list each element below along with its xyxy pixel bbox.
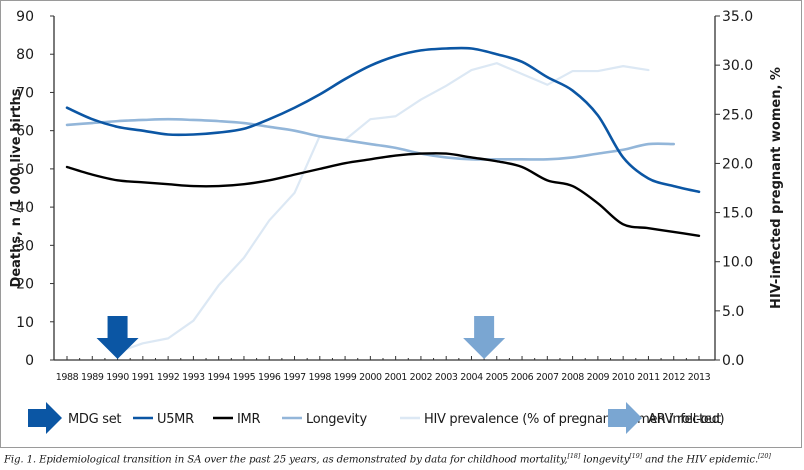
y-tick-label: 60 (16, 124, 34, 140)
y-tick-label: 80 (16, 47, 34, 63)
y-tick-label: 50 (16, 162, 34, 178)
x-tick-label: 1991 (132, 372, 155, 383)
x-tick-label: 1992 (157, 372, 180, 383)
annotation-arrow-arv-roll-out (463, 316, 506, 359)
x-tick-label: 2007 (536, 372, 559, 383)
x-tick-label: 1995 (233, 372, 256, 383)
series-line-longevity (65, 117, 676, 161)
figure-caption: Fig. 1. Epidemiological transition in SA… (4, 452, 771, 466)
legend-label-mdg: MDG set (68, 412, 121, 427)
y-tick-label: 30 (16, 238, 34, 254)
x-tick-label: 2010 (612, 372, 635, 383)
x-tick-label: 1997 (283, 372, 306, 383)
chart: 0 10 20 30 40 50 60 70 80 90 0.0 5.0 10.0 15.0 20.0 25… (9, 9, 784, 434)
series-line-imr (65, 152, 701, 237)
y2-tick-label: 25.0 (722, 107, 753, 123)
x-tick-label: 2012 (662, 372, 685, 383)
y-tick-label: 10 (16, 315, 34, 331)
x-tick-label: 2000 (359, 372, 382, 383)
x-tick-label: 2006 (511, 372, 534, 383)
annotation-arrow-mdg-set (96, 316, 139, 359)
legend-arrow-mdg-icon (28, 402, 62, 434)
x-tick-label: 1988 (56, 372, 79, 383)
x-tick-label: 1990 (106, 372, 129, 383)
y-tick-label: 20 (16, 277, 34, 293)
y-tick-label: 0 (25, 353, 34, 369)
legend-label-hiv: HIV prevalence (% of pregnant women infe… (424, 412, 724, 427)
y-tick-label: 90 (16, 9, 34, 25)
x-tick-label: 2005 (485, 372, 508, 383)
series-line-u5mr (65, 46, 701, 194)
x-tick-label: 2009 (587, 372, 610, 383)
y2-tick-label: 20.0 (722, 156, 753, 172)
legend-label-longevity: Longevity (306, 412, 367, 427)
x-tick-label: 2008 (561, 372, 584, 383)
legend-label-arv: ARV roll-out (648, 412, 721, 427)
y-tick-label: 40 (16, 200, 34, 216)
y-tick-label: 70 (16, 85, 34, 101)
y-axis-title: Deaths, n /1 000 live births (9, 88, 24, 287)
figure-frame (0, 0, 802, 448)
x-tick-label: 1996 (258, 372, 281, 383)
y2-tick-label: 10.0 (722, 255, 753, 271)
x-tick-label: 2011 (637, 372, 660, 383)
legend-label-imr: IMR (237, 412, 260, 427)
series-line-hiv (116, 62, 650, 354)
y2-tick-label: 35.0 (722, 9, 753, 25)
x-tick-label: 1999 (334, 372, 357, 383)
x-tick-label: 1989 (81, 372, 104, 383)
x-tick-label: 1998 (309, 372, 332, 383)
x-tick-label: 1994 (207, 372, 230, 383)
y2-tick-label: 5.0 (722, 304, 744, 320)
y2-axis-title: HIV-infected pregnant women, % (769, 67, 784, 309)
x-tick-label: 2002 (410, 372, 433, 383)
legend-label-u5mr: U5MR (157, 412, 194, 427)
y2-tick-label: 30.0 (722, 58, 753, 74)
x-tick-label: 2013 (688, 372, 711, 383)
legend: MDG set U5MR IMR Longevity HIV prevalence (%… (28, 402, 725, 434)
y2-tick-label: 0.0 (722, 353, 744, 369)
x-tick-label: 1993 (182, 372, 205, 383)
y2-tick-label: 15.0 (722, 206, 753, 222)
legend-arrow-arv-icon (608, 402, 642, 434)
axes (53, 16, 716, 361)
x-tick-label: 2001 (384, 372, 407, 383)
x-tick-label: 2003 (435, 372, 458, 383)
plot-area (65, 46, 701, 354)
x-tick-label: 2004 (460, 372, 483, 383)
